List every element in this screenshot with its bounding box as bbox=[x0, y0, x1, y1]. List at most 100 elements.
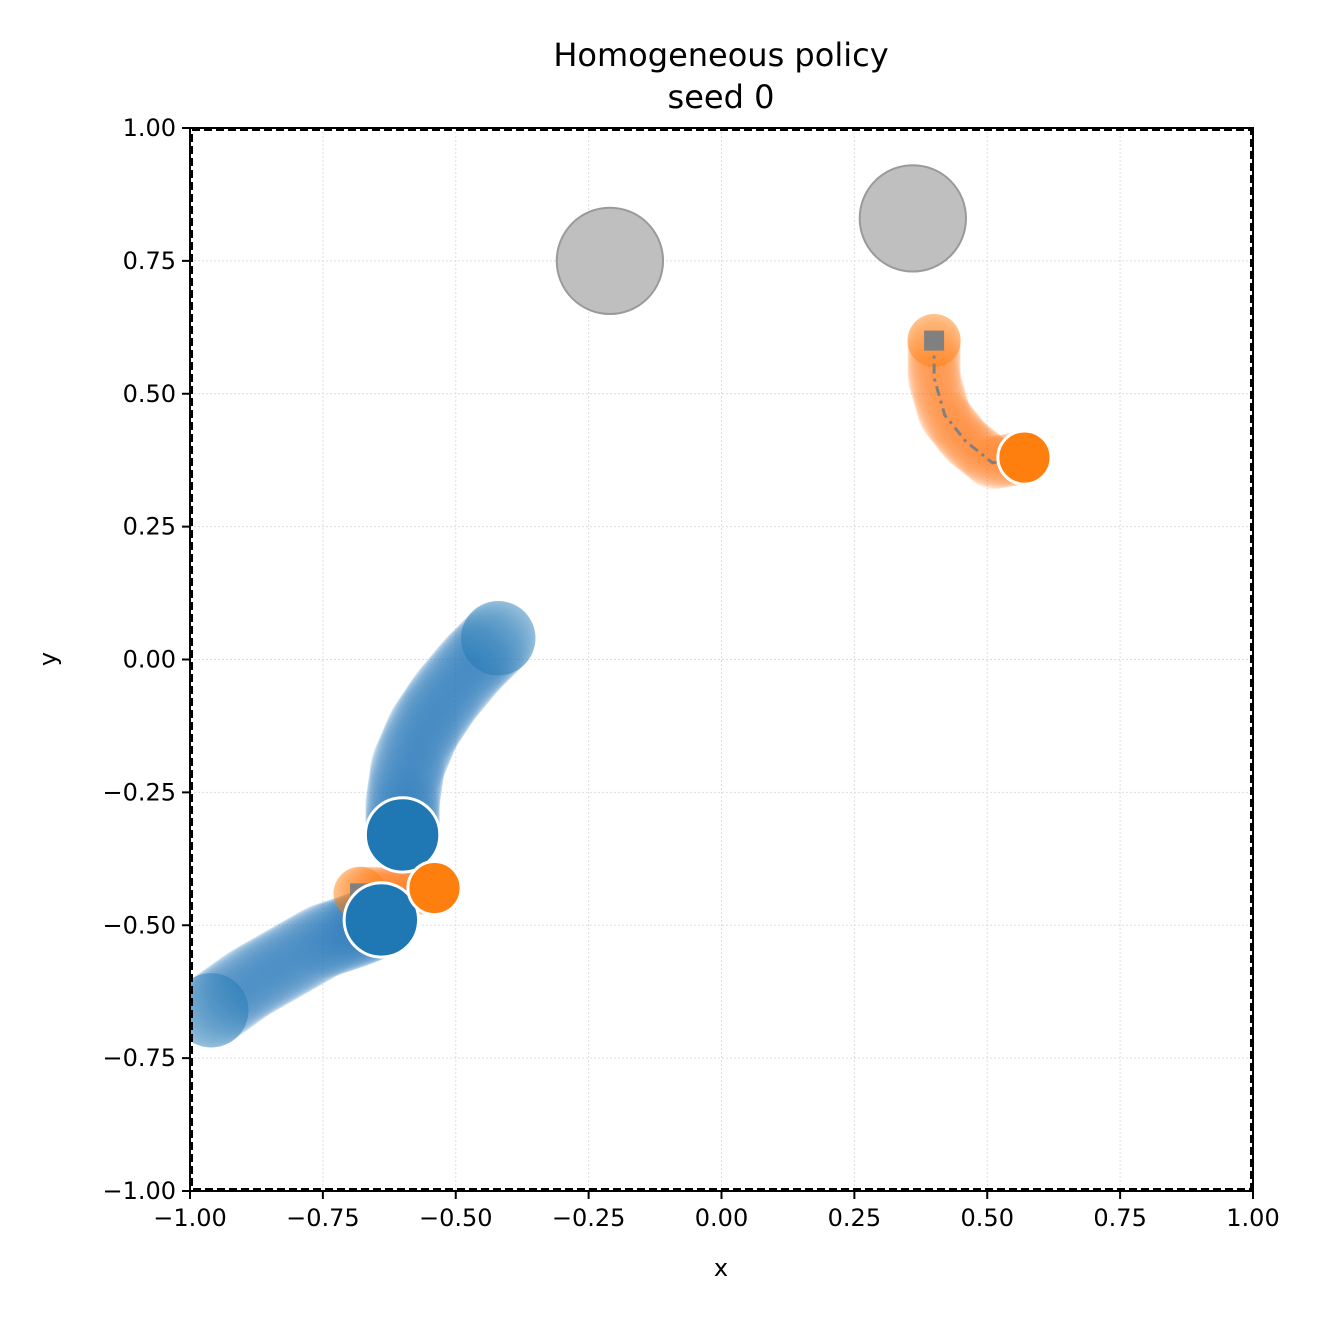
trajectory-point bbox=[224, 938, 299, 1014]
trajectory-point bbox=[432, 629, 508, 705]
trajectory-point bbox=[213, 944, 289, 1020]
trajectory-point bbox=[419, 645, 494, 721]
x-tick-label: 0.75 bbox=[1093, 1204, 1146, 1232]
trajectory-point bbox=[459, 602, 534, 678]
trajectory-point bbox=[283, 905, 358, 980]
trajectory-point bbox=[434, 627, 509, 703]
goal-marker bbox=[924, 330, 945, 351]
trajectory-point bbox=[197, 956, 273, 1031]
trajectory-point bbox=[378, 709, 454, 785]
trajectory-point bbox=[369, 739, 444, 814]
trajectory-point bbox=[445, 616, 521, 691]
trajectory-point bbox=[406, 661, 481, 737]
trajectory-point bbox=[395, 677, 471, 753]
trajectory-point bbox=[447, 614, 523, 689]
trajectory-point bbox=[264, 916, 339, 991]
trajectory-point bbox=[379, 707, 455, 782]
agent bbox=[342, 881, 421, 959]
trajectory-point bbox=[372, 723, 448, 798]
trajectory-point bbox=[370, 731, 445, 806]
x-tick-label: 0.25 bbox=[828, 1204, 881, 1232]
trajectory-point bbox=[251, 923, 326, 999]
trajectory-point bbox=[190, 973, 249, 1048]
trajectory-point bbox=[285, 903, 361, 979]
trajectory-point bbox=[907, 335, 961, 389]
trajectory-point bbox=[208, 948, 284, 1023]
trajectory-point bbox=[235, 932, 310, 1008]
trajectory-point bbox=[219, 941, 294, 1017]
x-tick-label: −1.00 bbox=[153, 1204, 227, 1232]
trajectory-point bbox=[371, 725, 447, 801]
trajectory-point bbox=[200, 954, 276, 1029]
trajectory-point bbox=[426, 636, 502, 712]
y-tick-label: −0.25 bbox=[102, 778, 176, 806]
trajectory-point bbox=[269, 913, 345, 988]
trajectory-point bbox=[382, 702, 457, 777]
trajectory-point bbox=[409, 657, 485, 732]
axes: −1.00 −0.75 −0.50 −0.25 0.00 0.25 0.50 0.75 1.00… bbox=[102, 114, 1279, 1232]
trajectory-point bbox=[455, 606, 530, 682]
x-tick-label: 0.50 bbox=[961, 1204, 1014, 1232]
agent bbox=[406, 859, 463, 917]
y-tick-label: 0.00 bbox=[123, 646, 176, 674]
trajectory-point bbox=[232, 934, 307, 1009]
obstacle bbox=[858, 164, 967, 273]
agent bbox=[363, 796, 442, 874]
chart-marks bbox=[190, 164, 1053, 1048]
trajectory-point bbox=[404, 664, 480, 739]
trajectory-point bbox=[190, 967, 257, 1042]
chart-subtitle: seed 0 bbox=[668, 78, 775, 116]
trajectory-point bbox=[205, 950, 281, 1025]
trajectory-point bbox=[424, 638, 500, 714]
trajectory-point bbox=[397, 675, 472, 750]
trajectory-point bbox=[915, 377, 969, 431]
trajectory-point bbox=[941, 416, 995, 470]
y-axis-label: y bbox=[34, 652, 62, 666]
chart-title: Homogeneous policy bbox=[553, 36, 888, 74]
trajectory-point bbox=[370, 728, 446, 804]
trajectory-point bbox=[415, 650, 490, 725]
trajectory-point bbox=[380, 704, 456, 780]
trajectory-point bbox=[386, 691, 462, 766]
trajectory-point bbox=[261, 917, 337, 993]
trajectory-point bbox=[190, 969, 254, 1044]
trajectory-point bbox=[388, 689, 463, 764]
trajectory-point bbox=[267, 914, 342, 990]
trajectory-point bbox=[195, 957, 270, 1033]
trajectory-point bbox=[256, 920, 331, 996]
x-tick-label: 0.00 bbox=[695, 1204, 748, 1232]
trajectory-point bbox=[438, 623, 513, 699]
trajectory-point bbox=[227, 937, 302, 1012]
trajectory-point bbox=[407, 659, 483, 734]
trajectory-point bbox=[423, 641, 498, 716]
trajectory-point bbox=[245, 926, 321, 1002]
trajectory-point bbox=[211, 946, 286, 1021]
trajectory-point bbox=[190, 963, 262, 1038]
trajectory-point bbox=[909, 359, 963, 413]
y-tick-label: −0.50 bbox=[102, 911, 176, 939]
trajectory-point bbox=[400, 670, 475, 746]
x-tick-label: −0.50 bbox=[419, 1204, 493, 1232]
trajectory-point bbox=[907, 348, 961, 402]
trajectory-point bbox=[398, 673, 474, 748]
trajectory-point bbox=[453, 608, 528, 684]
trajectory-point bbox=[389, 686, 465, 762]
trajectory-point bbox=[921, 392, 975, 446]
x-axis-label: x bbox=[714, 1254, 728, 1282]
trajectory-point bbox=[440, 621, 515, 697]
trajectory-point bbox=[272, 911, 347, 986]
trajectory-point bbox=[383, 699, 458, 774]
trajectory-point bbox=[428, 634, 504, 709]
trajectory-start bbox=[461, 601, 536, 676]
trajectory-point bbox=[413, 652, 489, 728]
trajectory-point bbox=[451, 610, 526, 685]
trajectory-point bbox=[909, 356, 963, 410]
x-tick-label: 1.00 bbox=[1226, 1204, 1279, 1232]
trajectory-point bbox=[958, 430, 1012, 484]
trajectory-point bbox=[237, 931, 313, 1006]
trajectory-point bbox=[375, 717, 450, 793]
trajectory-point bbox=[221, 940, 297, 1015]
trajectory-point bbox=[952, 425, 1006, 479]
trajectory-point bbox=[369, 733, 445, 809]
